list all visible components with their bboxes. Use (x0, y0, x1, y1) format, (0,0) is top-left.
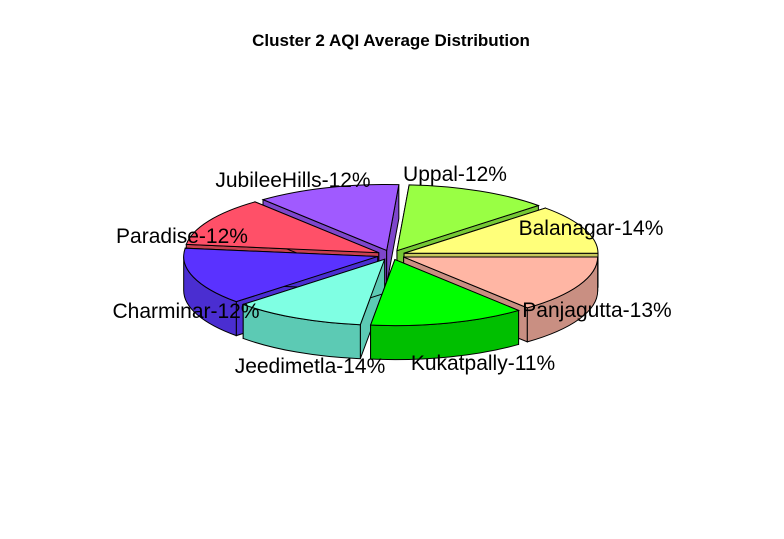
slice-label: Panjagutta-13% (522, 299, 671, 322)
slices-layer (183, 183, 599, 361)
pie-slice (403, 207, 599, 254)
slice-label: JubileeHills-12% (215, 169, 370, 192)
slice-label: Balanagar-14% (519, 217, 664, 240)
slice-label: Jeedimetla-14% (235, 355, 386, 378)
pie-slice (183, 247, 378, 303)
slice-label: Uppal-12% (403, 163, 507, 186)
slice-label: Charminar-12% (112, 300, 259, 323)
pie-slice (261, 183, 400, 252)
pie-slice (369, 258, 521, 327)
pie-slice (403, 256, 599, 309)
labels-layer: Balanagar-14% Panjagutta-13% Kukatpally-11… (112, 163, 671, 378)
slice-label: Paradise-12% (116, 225, 248, 248)
chart-title: Cluster 2 AQI Average Distribution (252, 31, 530, 50)
pie-slice (241, 258, 386, 326)
pie-slice (396, 184, 540, 252)
slice-label: Kukatpally-11% (411, 352, 555, 375)
pie-slice (185, 201, 379, 254)
